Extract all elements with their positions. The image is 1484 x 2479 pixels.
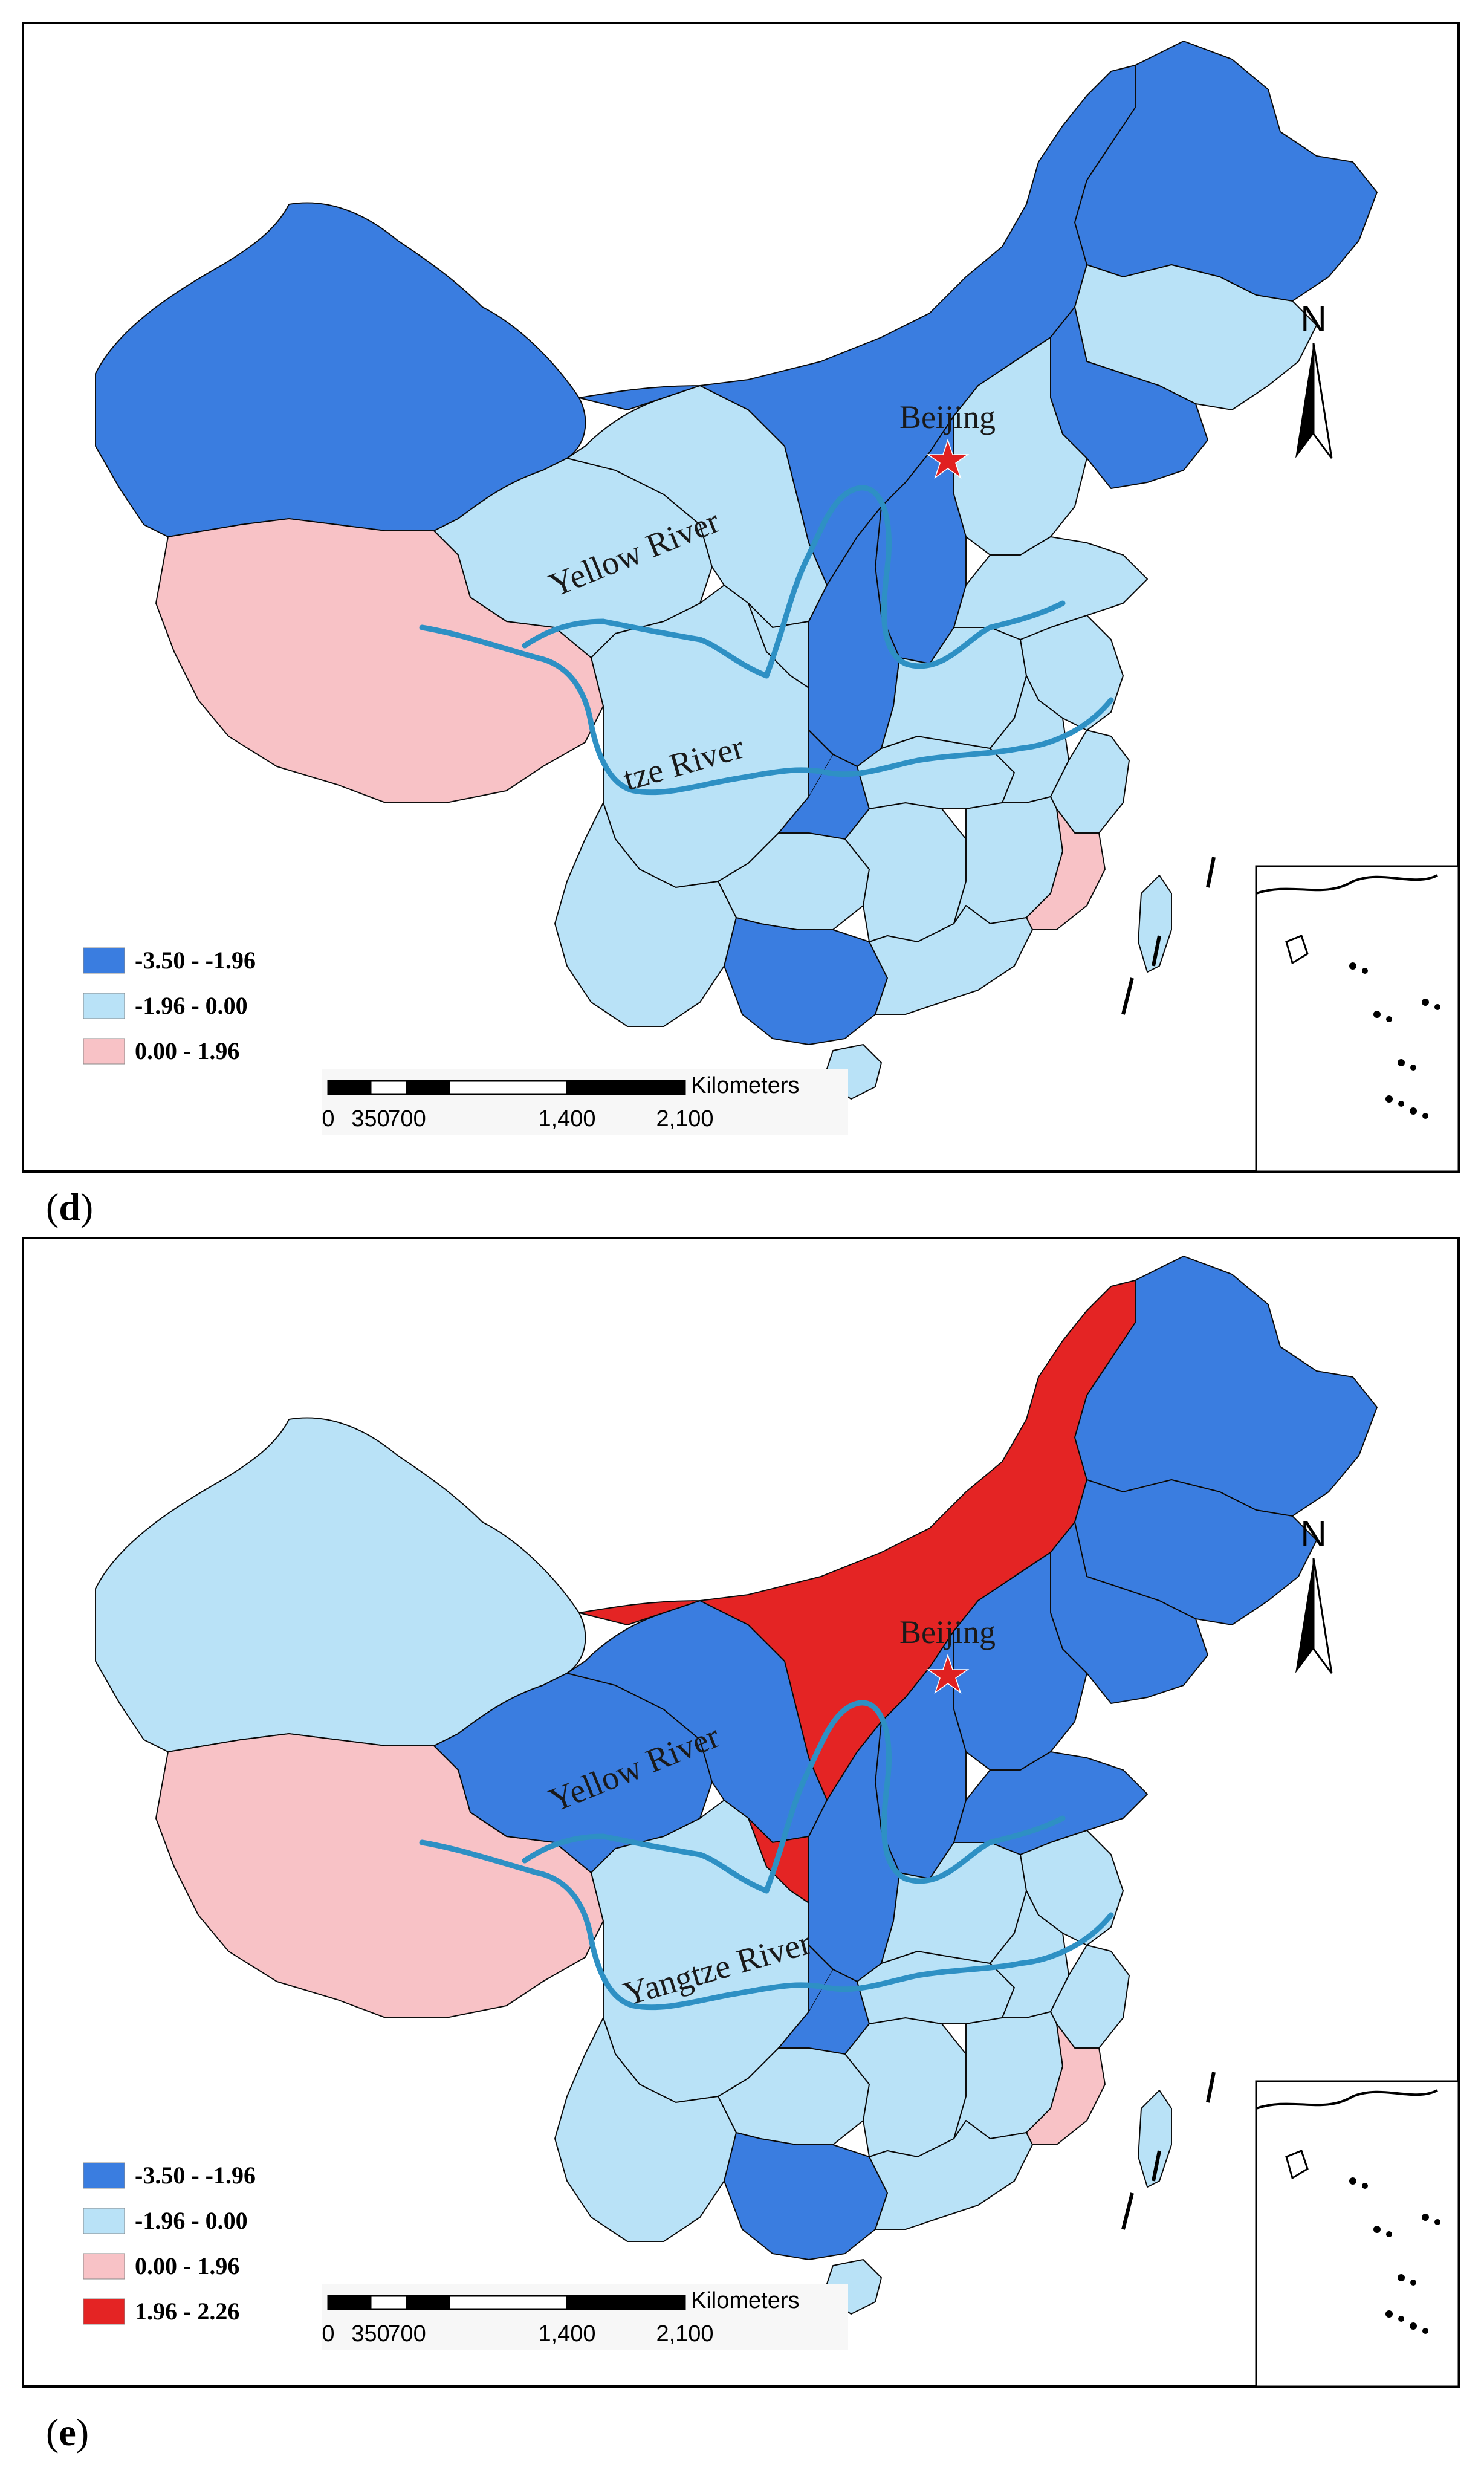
scale-tick: 1,400: [538, 2321, 595, 2347]
legend-swatch: [83, 993, 125, 1019]
legend-label: -1.96 - 0.00: [135, 2207, 248, 2234]
scale-tick: 1,400: [538, 1106, 595, 1132]
legend-label: 1.96 - 2.26: [135, 2298, 239, 2325]
scale-tick: 0: [322, 1106, 334, 1132]
legend: -3.50 - -1.96 -1.96 - 0.00 0.00 - 1.96: [83, 947, 256, 1065]
beijing-label: Beijing: [899, 1614, 996, 1650]
legend-label: 0.00 - 1.96: [135, 1037, 239, 1065]
scale-unit: Kilometers: [691, 1073, 800, 1098]
north-arrow-icon: [1295, 343, 1333, 459]
panel-label: (d): [46, 1185, 93, 1228]
legend-label: -1.96 - 0.00: [135, 992, 248, 1019]
legend-label: -3.50 - -1.96: [135, 2162, 256, 2189]
scale-tick: 700: [387, 1106, 426, 1132]
legend-swatch: [83, 947, 125, 974]
scale-unit: Kilometers: [691, 2288, 800, 2313]
legend-swatch: [83, 2298, 125, 2325]
scale-tick: 350: [351, 2321, 389, 2347]
legend-label: -3.50 - -1.96: [135, 947, 256, 974]
scale-tick: 700: [387, 2321, 426, 2347]
south-china-sea-inset: [1255, 865, 1460, 1173]
scale-tick: 0: [322, 2321, 334, 2347]
scale-tick: 2,100: [656, 1106, 713, 1132]
beijing-star-icon: [926, 1653, 970, 1694]
yellow-river-line: [522, 485, 1066, 679]
regions: [95, 41, 1378, 1100]
beijing-label: Beijing: [899, 399, 996, 435]
south-china-sea-inset: [1255, 2080, 1460, 2388]
sea-boundary-dashes: [1121, 857, 1216, 1015]
legend: -3.50 - -1.96 -1.96 - 0.00 0.00 - 1.96 1.96…: [83, 2162, 256, 2325]
north-arrow-icon: [1295, 1558, 1333, 1674]
scale-tick: 350: [351, 1106, 389, 1132]
sea-boundary-dashes: [1121, 2072, 1216, 2230]
north-label: N: [1300, 1514, 1326, 1554]
legend-label: 0.00 - 1.96: [135, 2252, 239, 2280]
scale-tick: 2,100: [656, 2321, 713, 2347]
legend-swatch: [83, 2253, 125, 2280]
regions: [95, 1256, 1378, 2315]
north-label: N: [1300, 299, 1326, 339]
legend-swatch: [83, 2208, 125, 2234]
yangtze-river-line: [419, 1839, 1114, 2011]
panel-label: (e): [46, 2411, 89, 2454]
yangtze-river-line: [419, 624, 1114, 796]
legend-swatch: [83, 1038, 125, 1065]
legend-swatch: [83, 2162, 125, 2189]
beijing-star-icon: [926, 438, 970, 479]
yellow-river-line: [522, 1700, 1066, 1894]
